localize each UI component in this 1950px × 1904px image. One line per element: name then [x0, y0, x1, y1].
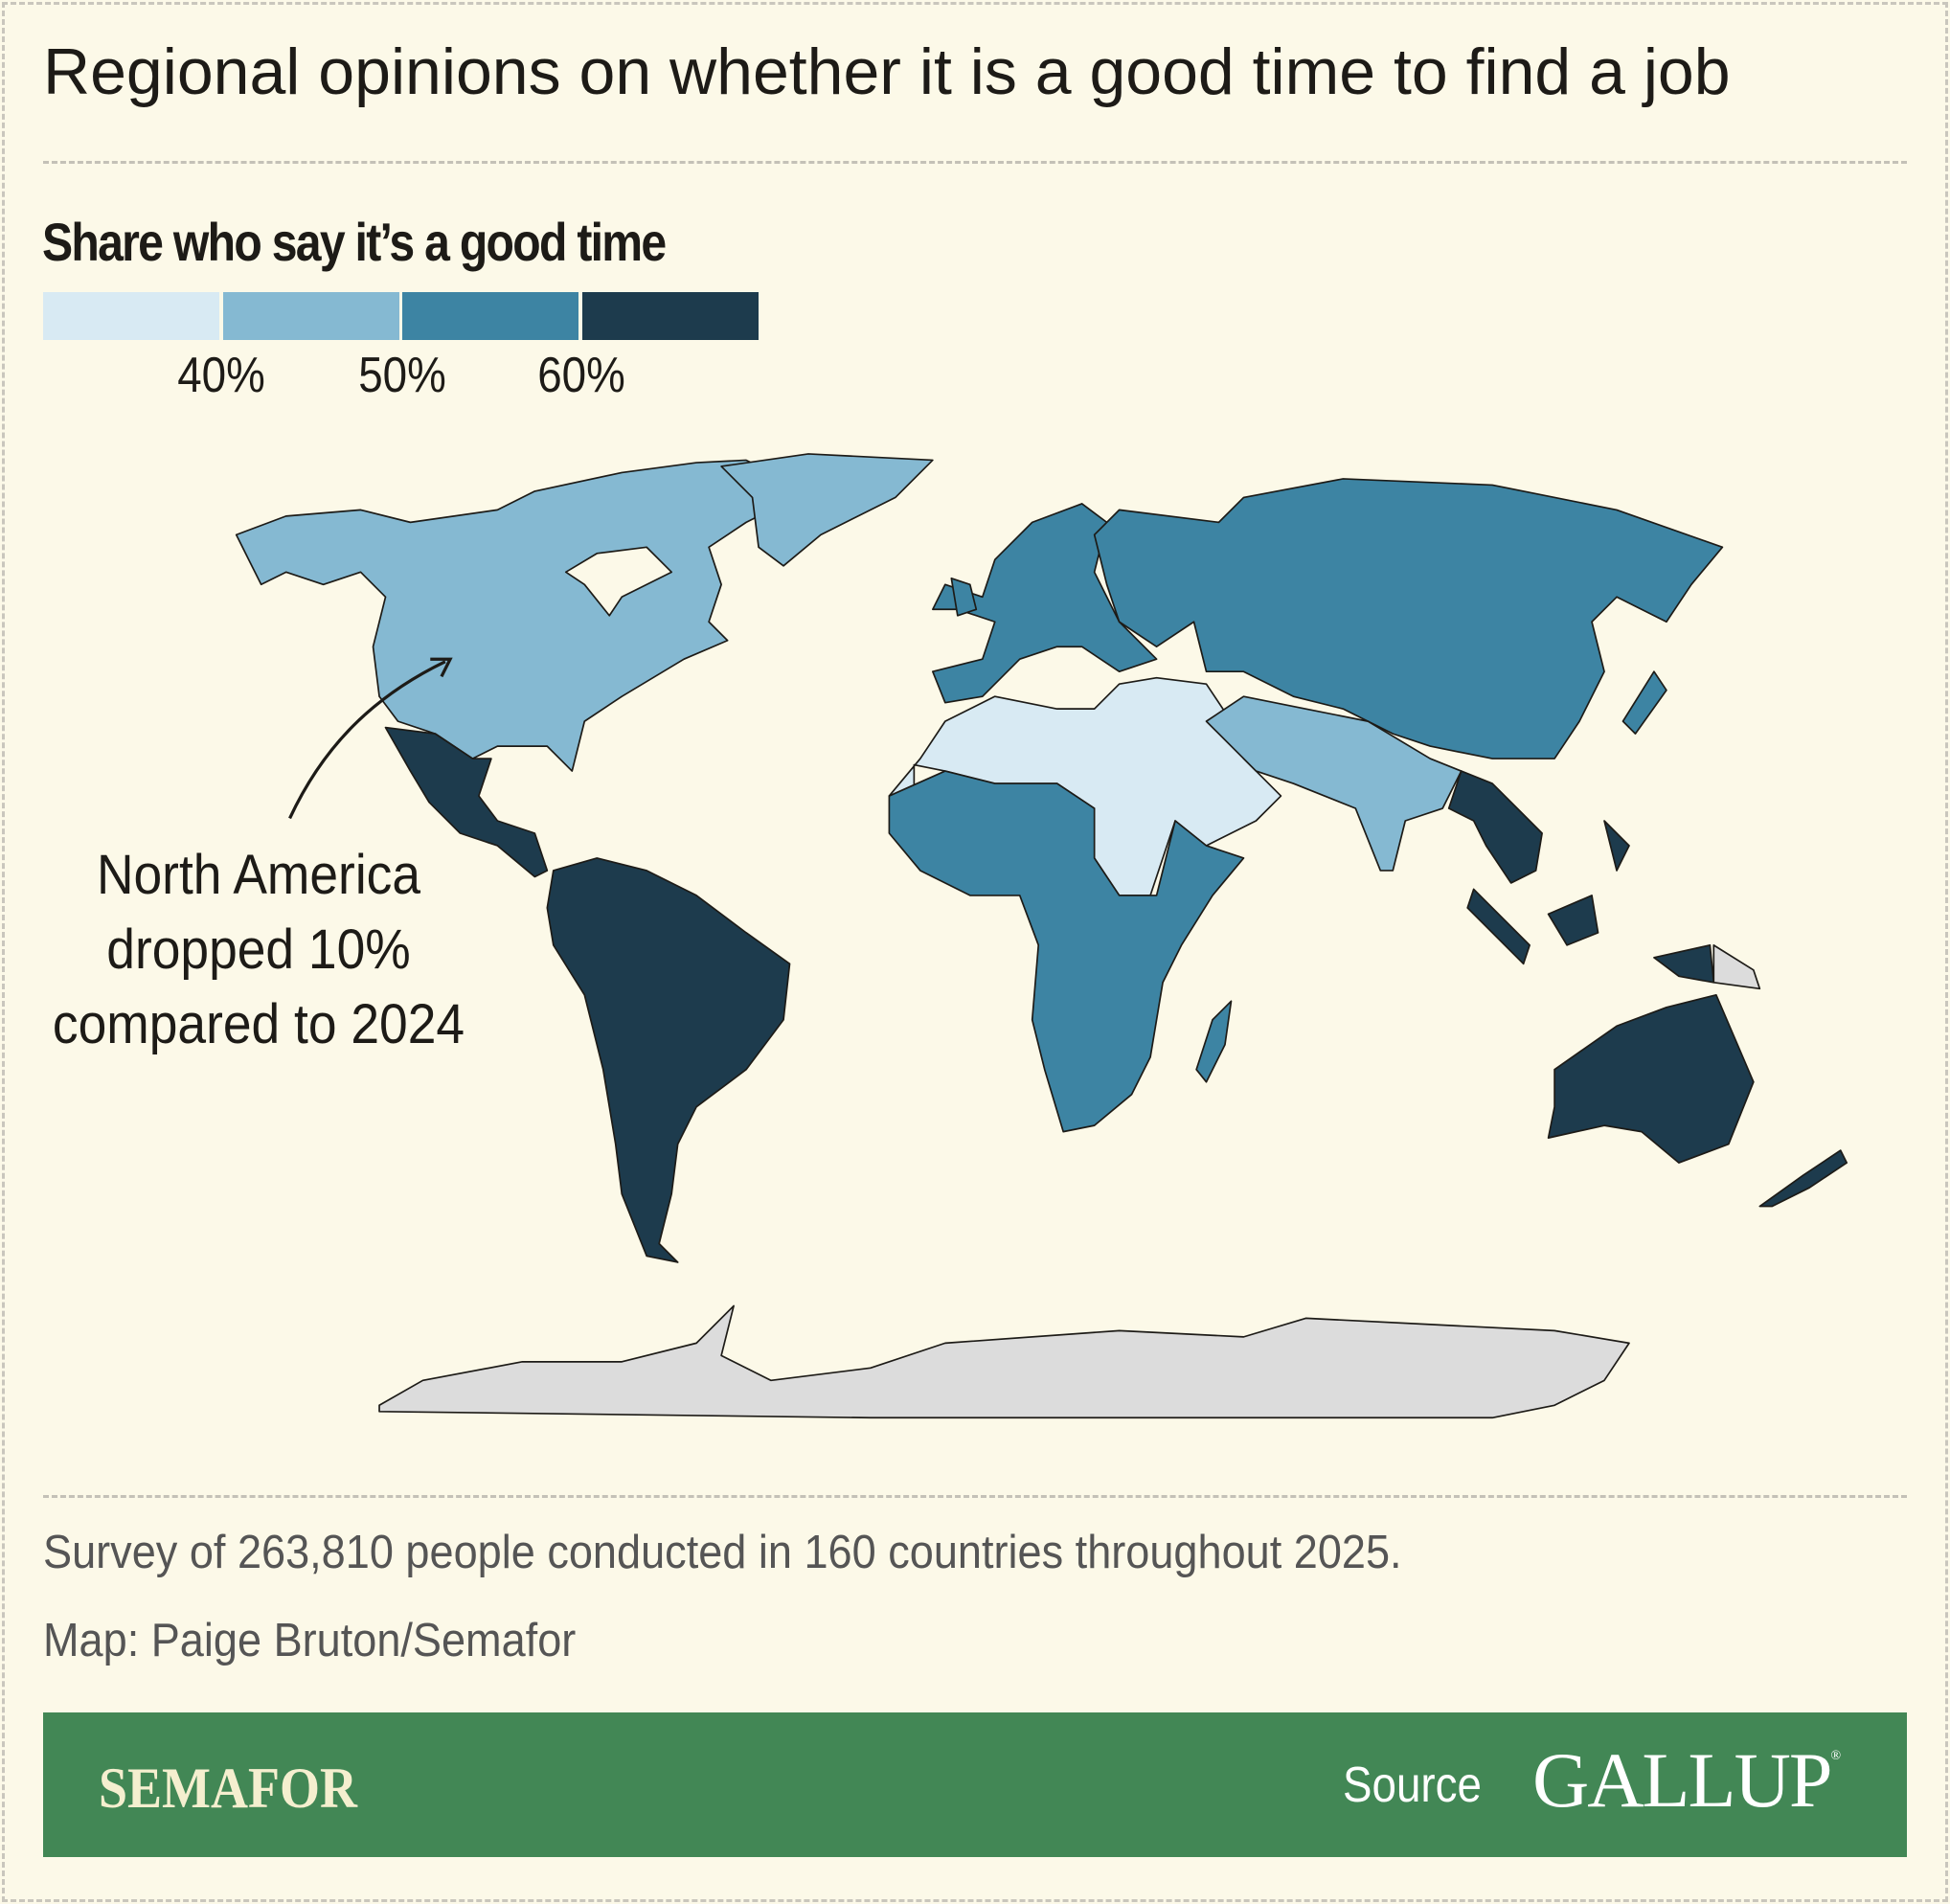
region-antarctica — [378, 1304, 1630, 1419]
legend-tick: 50% — [358, 348, 446, 403]
region-russia-central-east-asia — [1093, 478, 1724, 759]
region-oceania — [1547, 993, 1755, 1164]
region-oceania — [1758, 1149, 1848, 1208]
region-sub-saharan-africa — [1195, 1000, 1233, 1083]
region-latin-america — [384, 726, 549, 878]
hudson-bay — [564, 546, 673, 617]
footer-bar: SEMAFOR Source GALLUP® — [43, 1712, 1907, 1857]
region-russia-central-east-asia — [1621, 670, 1667, 735]
annotation-line: North America — [96, 844, 421, 906]
chart-title: Regional opinions on whether it is a goo… — [43, 35, 1731, 108]
top-divider — [43, 161, 1907, 164]
legend-swatch-50-60 — [402, 292, 578, 340]
legend-swatch-under-40 — [43, 292, 219, 340]
region-southeast-asia — [1653, 944, 1715, 984]
legend-swatch-40-50 — [223, 292, 399, 340]
region-southeast-asia — [1603, 820, 1630, 872]
arrowhead-icon — [430, 657, 453, 678]
bottom-divider — [43, 1495, 1907, 1498]
registered-mark: ® — [1830, 1749, 1841, 1763]
source-label: Source — [1343, 1757, 1482, 1813]
annotation-arrow — [288, 660, 446, 820]
region-southeast-asia — [1447, 770, 1543, 884]
region-north-america — [720, 453, 934, 567]
region-south-asia — [1205, 695, 1462, 872]
region-europe — [950, 577, 978, 617]
map-annotation: North America dropped 10% compared to 20… — [38, 838, 479, 1062]
region-southeast-asia — [1466, 888, 1531, 965]
annotation-line: dropped 10% — [106, 918, 411, 981]
region-sub-saharan-africa — [888, 770, 1245, 1133]
survey-note: Survey of 263,810 people conducted in 16… — [43, 1527, 1402, 1578]
gallup-logo: GALLUP® — [1532, 1735, 1841, 1825]
map-credit: Map: Paige Bruton/Semafor — [43, 1615, 577, 1666]
gallup-wordmark: GALLUP — [1532, 1736, 1832, 1824]
region-no-data — [1712, 944, 1761, 990]
legend-tick: 40% — [177, 348, 265, 403]
annotation-line: compared to 2024 — [52, 993, 465, 1055]
legend-tick: 60% — [537, 348, 625, 403]
region-latin-america — [546, 857, 791, 1263]
region-southeast-asia — [1547, 895, 1599, 946]
legend-title: Share who say it’s a good time — [42, 212, 667, 272]
semafor-logo: SEMAFOR — [99, 1757, 357, 1820]
legend-swatch-over-60 — [582, 292, 759, 340]
region-north-america — [235, 459, 797, 772]
